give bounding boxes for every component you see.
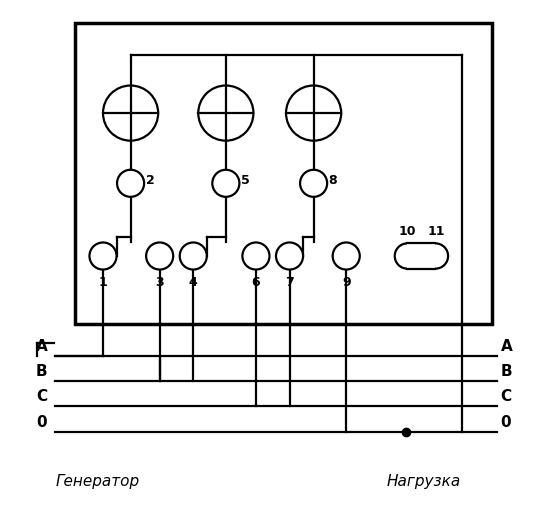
Circle shape bbox=[276, 242, 303, 270]
Bar bbox=[407, 243, 436, 269]
Text: A: A bbox=[35, 339, 47, 354]
Circle shape bbox=[286, 86, 341, 140]
Text: 2: 2 bbox=[146, 174, 155, 187]
Text: B: B bbox=[501, 365, 512, 379]
Circle shape bbox=[423, 243, 448, 269]
Text: 8: 8 bbox=[328, 174, 337, 187]
Circle shape bbox=[333, 242, 360, 270]
Text: 10: 10 bbox=[399, 226, 416, 238]
Circle shape bbox=[242, 242, 269, 270]
Text: Нагрузка: Нагрузка bbox=[386, 474, 460, 489]
Circle shape bbox=[198, 86, 253, 140]
Text: 11: 11 bbox=[428, 226, 445, 238]
Text: 0: 0 bbox=[37, 415, 47, 429]
Circle shape bbox=[213, 170, 240, 197]
Text: C: C bbox=[36, 389, 47, 405]
Text: 0: 0 bbox=[501, 415, 511, 429]
Text: 3: 3 bbox=[155, 276, 164, 289]
Circle shape bbox=[146, 242, 173, 270]
Circle shape bbox=[395, 243, 420, 269]
Text: 7: 7 bbox=[285, 276, 294, 289]
Text: 5: 5 bbox=[241, 174, 250, 187]
Circle shape bbox=[117, 170, 144, 197]
Text: Генератор: Генератор bbox=[55, 474, 140, 489]
Circle shape bbox=[103, 86, 158, 140]
Text: 4: 4 bbox=[189, 276, 198, 289]
Text: 6: 6 bbox=[252, 276, 260, 289]
Circle shape bbox=[180, 242, 207, 270]
Text: 1: 1 bbox=[99, 276, 108, 289]
Text: A: A bbox=[501, 339, 512, 354]
Text: 9: 9 bbox=[342, 276, 351, 289]
Circle shape bbox=[89, 242, 116, 270]
Circle shape bbox=[300, 170, 327, 197]
Text: C: C bbox=[501, 389, 512, 405]
Text: B: B bbox=[36, 365, 47, 379]
